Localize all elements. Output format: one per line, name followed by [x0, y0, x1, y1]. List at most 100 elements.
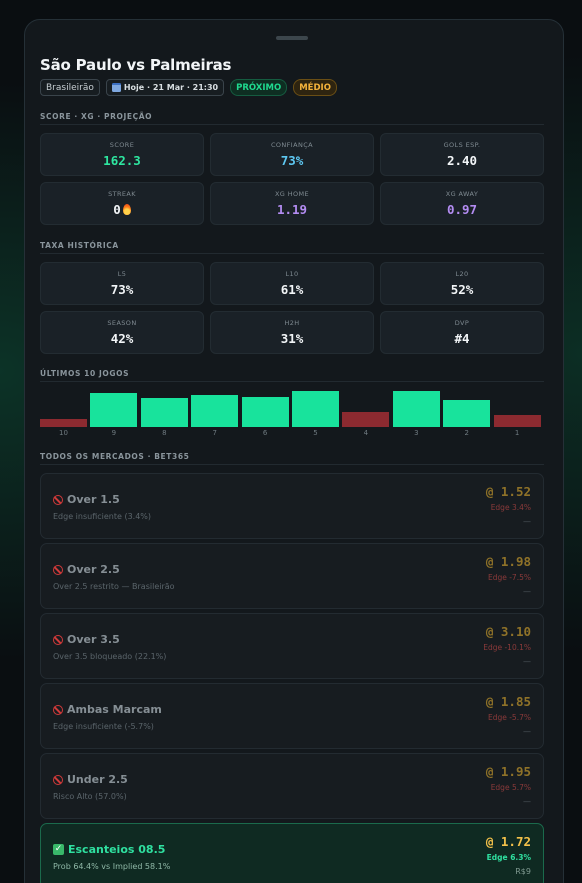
market-name-text: Ambas Marcam [67, 703, 162, 716]
match-title: São Paulo vs Palmeiras [40, 56, 232, 74]
card-value: 52% [450, 282, 474, 297]
card-value: 73% [280, 153, 304, 168]
market-edge: Edge 3.4% [490, 503, 531, 512]
market-card-over-1-5[interactable]: Over 1.5 Edge insuficiente (3.4%) @ 1.52… [40, 473, 544, 539]
market-name: ✓ Escanteios 08.5 [53, 843, 165, 856]
league-badge: Brasileirão [40, 79, 100, 96]
market-name: Under 2.5 [53, 773, 128, 786]
market-stake: — [523, 797, 531, 806]
game-bar [443, 400, 491, 427]
market-card-over-2-5[interactable]: Over 2.5 Over 2.5 restrito — Brasileirão… [40, 543, 544, 609]
match-chips: Brasileirão Hoje · 21 Mar · 21:30 PRÓXIM… [40, 79, 337, 96]
xg-away-card: XG AWAY 0.97 [380, 182, 544, 225]
blocked-icon [53, 634, 63, 645]
market-card-corners[interactable]: ✓ Escanteios 08.5 Prob 64.4% vs Implied … [40, 823, 544, 883]
divider [40, 381, 544, 382]
market-edge: Edge 5.7% [490, 783, 531, 792]
market-name-text: Under 2.5 [67, 773, 128, 786]
market-odd: @ 1.98 [485, 554, 531, 569]
blocked-icon [53, 494, 63, 505]
card-label: STREAK [108, 190, 136, 198]
card-value: 2.40 [446, 153, 478, 168]
market-name: Over 2.5 [53, 563, 120, 576]
blocked-icon [53, 774, 63, 785]
market-stake: — [523, 587, 531, 596]
card-value: 162.3 [103, 153, 141, 168]
market-name: Ambas Marcam [53, 703, 162, 716]
market-note: Prob 64.4% vs Implied 58.1% [53, 862, 171, 871]
market-odd: @ 1.95 [485, 764, 531, 779]
date-text: Hoje · 21 Mar · 21:30 [123, 83, 219, 92]
card-value-wrap: 0 [113, 202, 131, 217]
game-bar [392, 391, 440, 427]
markets-section-label: TODOS OS MERCADOS · BET365 [40, 452, 190, 461]
game-bar [292, 391, 339, 427]
game-label: 9 [111, 429, 117, 437]
card-label: XG HOME [274, 190, 310, 198]
market-odd: @ 1.52 [485, 484, 531, 499]
game-bar [40, 419, 87, 427]
game-label: 2 [464, 429, 469, 437]
card-value: 42% [110, 331, 134, 346]
market-edge: Edge -10.1% [483, 643, 531, 652]
last-games-bars [40, 387, 544, 427]
market-stake: — [523, 657, 531, 666]
game-bar [342, 412, 390, 427]
market-card-both-score[interactable]: Ambas Marcam Edge insuficiente (-5.7%) @… [40, 683, 544, 749]
market-card-over-3-5[interactable]: Over 3.5 Over 3.5 bloqueado (22.1%) @ 3.… [40, 613, 544, 679]
fire-icon [122, 204, 131, 215]
check-icon: ✓ [53, 844, 64, 855]
market-name: Over 3.5 [53, 633, 120, 646]
rate-grid: L5 73% L10 61% L20 52% SEASON 42% H2H 31… [40, 262, 544, 354]
game-label: 5 [313, 429, 318, 437]
l20-card: L20 52% [380, 262, 544, 305]
game-label: 1 [514, 429, 520, 437]
game-label: 8 [162, 429, 167, 437]
l10-card: L10 61% [210, 262, 374, 305]
game-label: 7 [212, 429, 217, 437]
market-edge: Edge -7.5% [487, 573, 531, 582]
game-bar [191, 395, 239, 427]
market-note: Edge insuficiente (-5.7%) [53, 722, 154, 731]
card-value: 61% [280, 282, 304, 297]
blocked-icon [53, 564, 63, 575]
market-stake: — [523, 517, 531, 526]
drag-handle[interactable] [276, 36, 308, 40]
card-label: H2H [284, 319, 300, 327]
expected-goals-card: GOLS ESP. 2.40 [380, 133, 544, 176]
card-label: DVP [454, 319, 470, 327]
card-value: 0 [113, 202, 121, 217]
score-section-label: SCORE · XG · PROJEÇÃO [40, 112, 153, 121]
card-value: 31% [280, 331, 304, 346]
divider [40, 124, 544, 125]
h2h-card: H2H 31% [210, 311, 374, 354]
risk-badge: MÉDIO [293, 79, 337, 96]
market-edge: Edge 6.3% [486, 853, 531, 862]
market-name-text: Over 3.5 [67, 633, 120, 646]
market-odd: @ 1.72 [485, 834, 531, 849]
market-stake: R$9 [515, 867, 531, 876]
market-name-text: Escanteios 08.5 [68, 843, 166, 856]
calendar-icon [111, 83, 121, 92]
blocked-icon [53, 704, 63, 715]
market-note: Over 2.5 restrito — Brasileirão [53, 582, 175, 591]
market-edge: Edge -5.7% [487, 713, 531, 722]
card-label: L10 [285, 270, 299, 278]
card-label: L5 [117, 270, 127, 278]
score-card: SCORE 162.3 [40, 133, 204, 176]
market-name: Over 1.5 [53, 493, 120, 506]
card-value: 73% [110, 282, 134, 297]
game-label: 6 [262, 429, 268, 437]
market-odd: @ 3.10 [485, 624, 531, 639]
market-odd: @ 1.85 [485, 694, 531, 709]
dvp-card: DVP #4 [380, 311, 544, 354]
card-label: GOLS ESP. [443, 141, 481, 149]
market-note: Risco Alto (57.0%) [53, 792, 127, 801]
game-label: 3 [414, 429, 419, 437]
market-card-under-2-5[interactable]: Under 2.5 Risco Alto (57.0%) @ 1.95 Edge… [40, 753, 544, 819]
divider [40, 464, 544, 465]
market-note: Over 3.5 bloqueado (22.1%) [53, 652, 167, 661]
last-games-label: ÚLTIMOS 10 JOGOS [40, 369, 130, 378]
card-label: L20 [455, 270, 469, 278]
game-bar [90, 393, 138, 427]
